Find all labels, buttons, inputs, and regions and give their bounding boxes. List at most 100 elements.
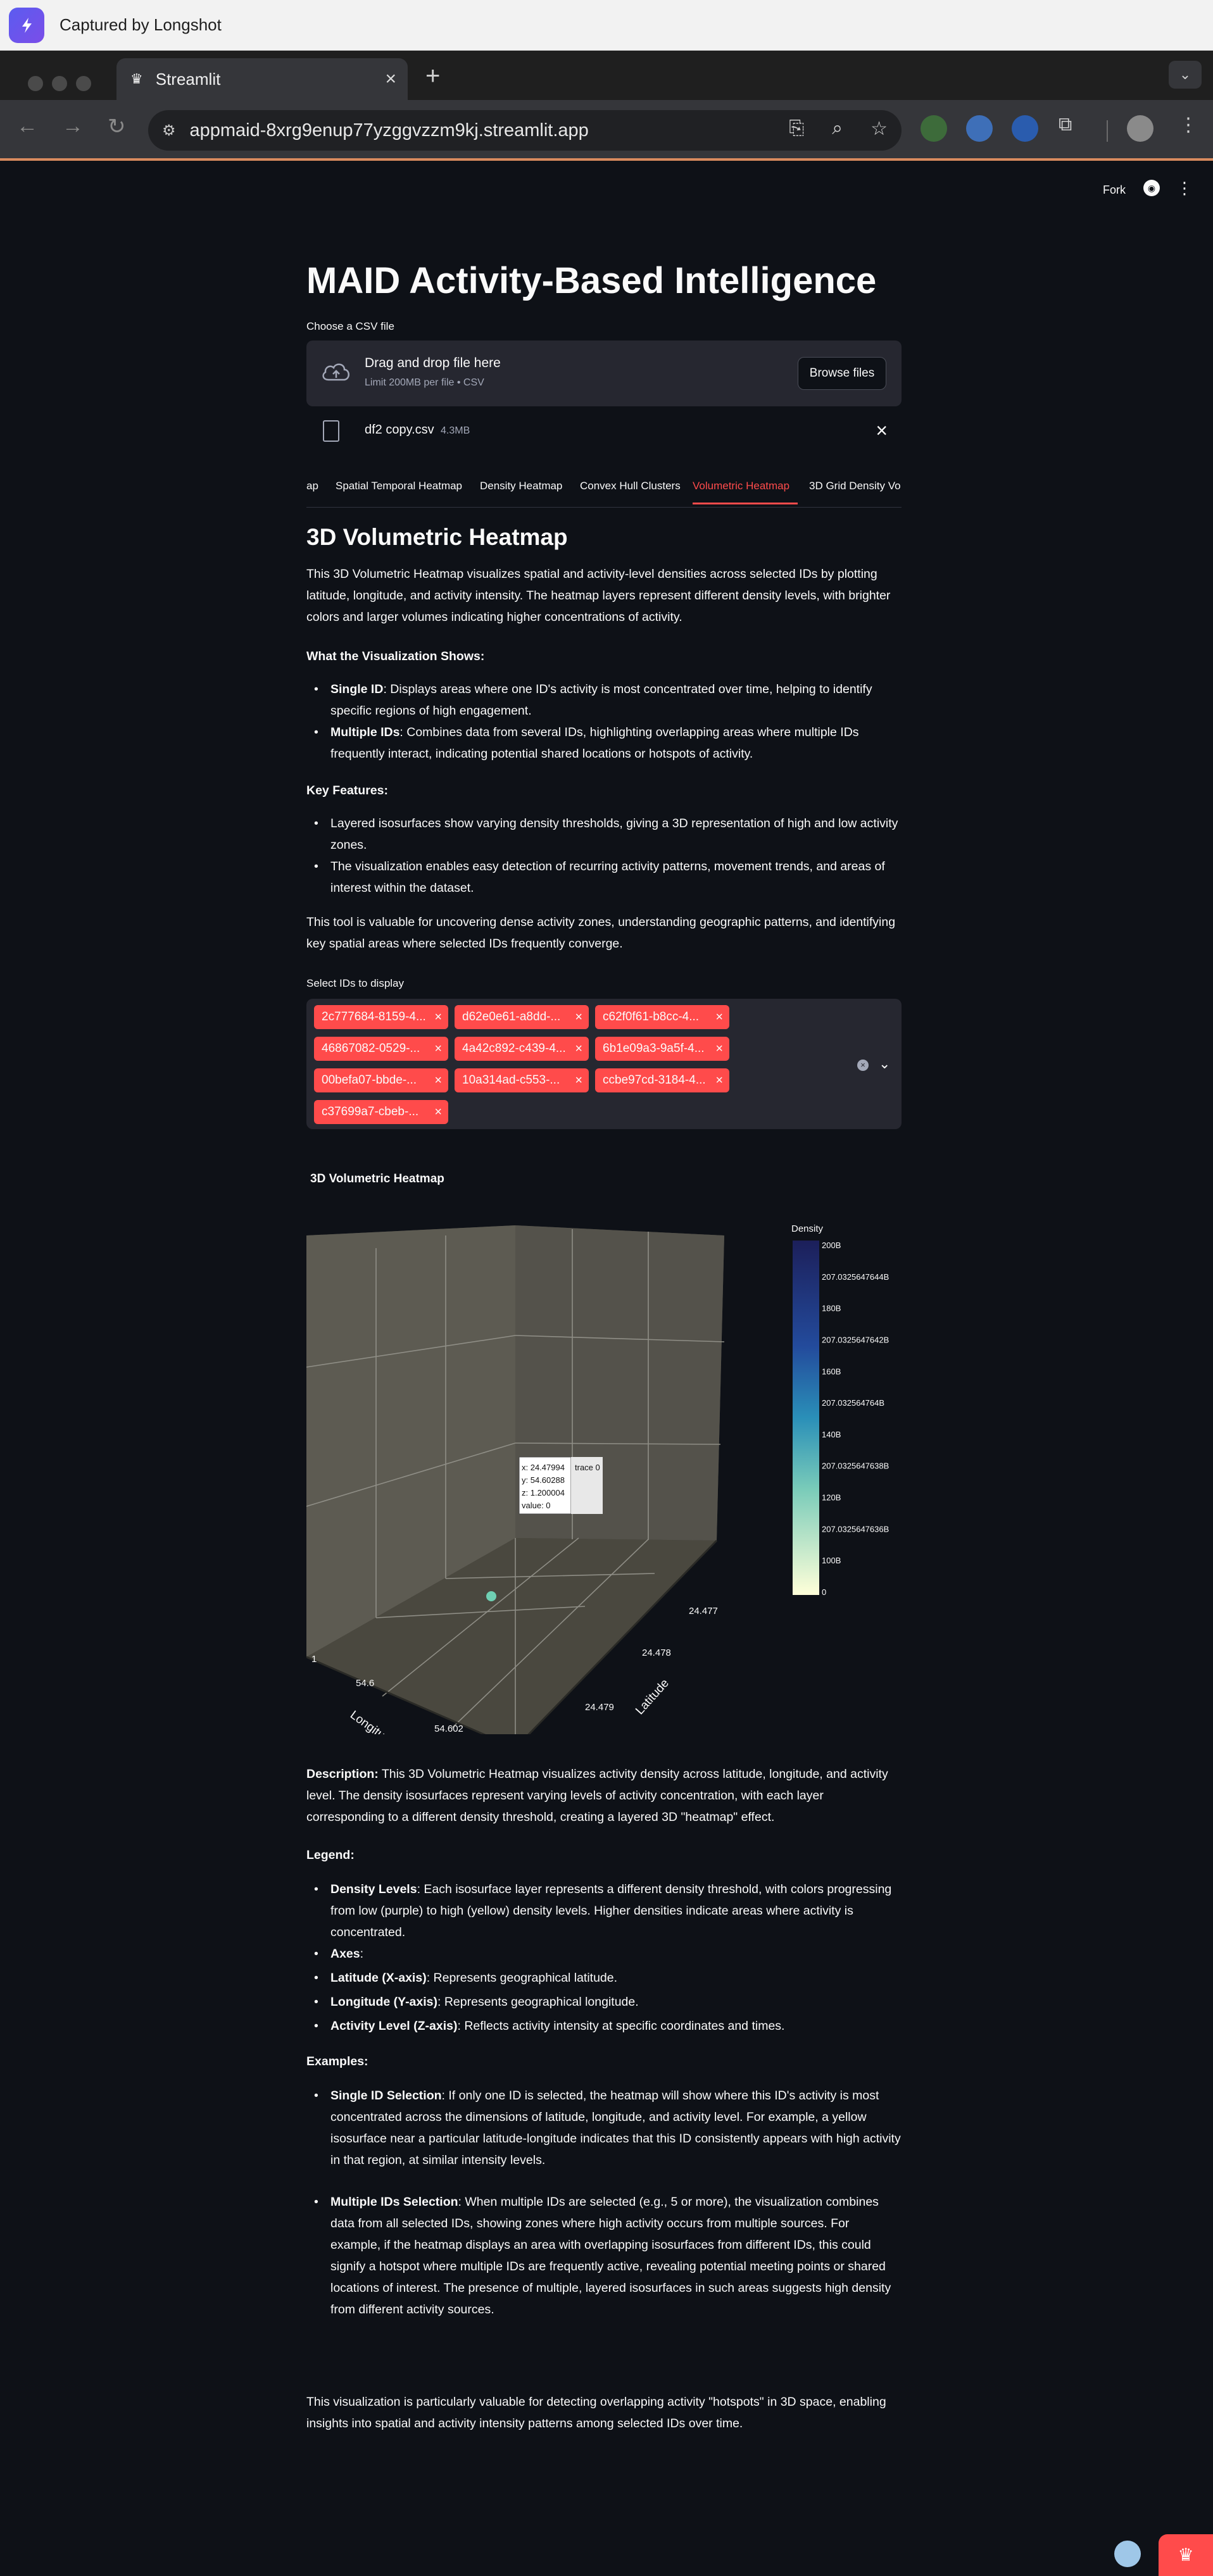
- section-title: 3D Volumetric Heatmap: [306, 524, 568, 550]
- tab-search-chevron-icon[interactable]: ⌄: [1169, 61, 1202, 89]
- url-text[interactable]: appmaid-8xrg9enup77yzggvzzm9kj.streamlit…: [189, 120, 589, 141]
- list-item-term: Single ID: [330, 682, 384, 696]
- fork-button[interactable]: Fork: [1103, 184, 1126, 196]
- dropzone-instruction: Drag and drop file here: [365, 356, 501, 370]
- latitude-axis-title: Latitude: [633, 1677, 672, 1717]
- new-tab-icon[interactable]: +: [425, 62, 441, 90]
- selected-id-chip[interactable]: 2c777684-8159-4... ×: [314, 1005, 448, 1029]
- id-multiselect[interactable]: 2c777684-8159-4... × d62e0e61-a8dd-... × c…: [306, 999, 902, 1129]
- volumetric-heatmap-plot[interactable]: x: 24.47994 y: 54.60288 z: 1.200004 valu…: [306, 1203, 902, 1734]
- list-item: The visualization enables easy detection…: [314, 856, 902, 899]
- chip-label: c37699a7-cbeb-...: [322, 1105, 419, 1118]
- tooltip-y: y: 54.60288: [522, 1475, 565, 1485]
- colorbar-label: 207.0325647642B: [822, 1335, 889, 1344]
- list-item-text: : When multiple IDs are selected (e.g., …: [330, 2195, 891, 2317]
- tooltip-box: [519, 1456, 572, 1515]
- uploaded-file-name: df2 copy.csv: [365, 423, 434, 437]
- tab-close-icon[interactable]: ×: [385, 68, 396, 89]
- streamlit-favicon-icon: ♛: [130, 71, 143, 87]
- browser-tab[interactable]: ♛ Streamlit ×: [116, 58, 408, 100]
- selected-id-chip[interactable]: 4a42c892-c439-4... ×: [455, 1037, 589, 1061]
- list-item: Multiple IDs Selection: When multiple ID…: [314, 2191, 902, 2320]
- colorbar-label: 180B: [822, 1304, 841, 1313]
- box-edges: [306, 1539, 718, 1734]
- chip-remove-icon[interactable]: ×: [434, 1105, 442, 1119]
- site-settings-icon[interactable]: ⚙: [162, 122, 176, 139]
- chip-remove-icon[interactable]: ×: [575, 1073, 582, 1087]
- tab-spatial-temporal-heatmap[interactable]: Spatial Temporal Heatmap: [336, 480, 463, 492]
- isosurface-point[interactable]: [486, 1591, 496, 1601]
- cloud-upload-icon: [322, 363, 349, 381]
- grid-lines: [306, 1229, 725, 1734]
- zoom-icon[interactable]: ⌕: [832, 118, 843, 139]
- chip-remove-icon[interactable]: ×: [575, 1042, 582, 1056]
- list-item-text: : Represents geographical latitude.: [426, 1971, 618, 1985]
- chip-remove-icon[interactable]: ×: [715, 1042, 723, 1056]
- window-close-icon[interactable]: [28, 76, 43, 91]
- intro-paragraph: This 3D Volumetric Heatmap visualizes sp…: [306, 567, 891, 624]
- tab-volumetric-heatmap[interactable]: Volumetric Heatmap: [693, 480, 790, 492]
- chip-remove-icon[interactable]: ×: [715, 1073, 723, 1087]
- list-item-text: : Combines data from several IDs, highli…: [330, 725, 859, 761]
- list-item-term: Activity Level (Z-axis): [330, 2019, 458, 2033]
- longitude-axis-title: Longitude: [348, 1708, 398, 1734]
- address-bar[interactable]: ⚙ appmaid-8xrg9enup77yzggvzzm9kj.streaml…: [148, 110, 902, 151]
- colorbar-label: 200B: [822, 1241, 841, 1250]
- selected-id-chip[interactable]: d62e0e61-a8dd-... ×: [455, 1005, 589, 1029]
- selected-id-chip[interactable]: 46867082-0529-... ×: [314, 1037, 448, 1061]
- tab-3d-grid-density[interactable]: 3D Grid Density Vo: [809, 480, 901, 492]
- viewer-avatar[interactable]: [1114, 2541, 1141, 2567]
- list-item-text: : Displays areas where one ID's activity…: [330, 682, 872, 718]
- list-item: Single ID Selection: If only one ID is s…: [314, 2085, 902, 2171]
- legend-heading: Legend:: [306, 1848, 355, 1862]
- chip-remove-icon[interactable]: ×: [434, 1073, 442, 1087]
- file-icon: [323, 420, 339, 442]
- colorbar-label: 160B: [822, 1366, 841, 1376]
- chevron-down-icon[interactable]: ⌄: [879, 1056, 891, 1072]
- selected-id-chip[interactable]: c37699a7-cbeb-... ×: [314, 1100, 448, 1124]
- selected-id-chip[interactable]: 10a314ad-c553-... ×: [455, 1068, 589, 1092]
- selected-id-chip[interactable]: 00befa07-bbde-... ×: [314, 1068, 448, 1092]
- chip-label: 4a42c892-c439-4...: [462, 1042, 566, 1055]
- chip-label: d62e0e61-a8dd-...: [462, 1010, 561, 1023]
- browse-files-button[interactable]: Browse files: [798, 357, 886, 390]
- list-item: Latitude (X-axis): Represents geographic…: [314, 1967, 902, 1989]
- browser-toolbar: ← → ↻ ⚙ appmaid-8xrg9enup77yzggvzzm9kj.s…: [0, 100, 1213, 161]
- remove-file-icon[interactable]: ×: [876, 419, 888, 442]
- extensions-puzzle-icon[interactable]: ⧉: [1059, 114, 1072, 135]
- chip-remove-icon[interactable]: ×: [575, 1010, 582, 1024]
- bookmark-star-icon[interactable]: ☆: [870, 118, 888, 139]
- file-dropzone[interactable]: Drag and drop file here Limit 200MB per …: [306, 341, 902, 406]
- chip-remove-icon[interactable]: ×: [434, 1010, 442, 1024]
- selected-id-chip[interactable]: c62f0f61-b8cc-4... ×: [595, 1005, 729, 1029]
- browser-tab-title: Streamlit: [155, 69, 221, 89]
- tab-convex-hull-clusters[interactable]: Convex Hull Clusters: [580, 480, 681, 492]
- longshot-logo-icon: [9, 7, 44, 43]
- browser-menu-icon[interactable]: ⋮: [1179, 115, 1198, 135]
- forward-icon[interactable]: →: [62, 114, 84, 138]
- install-app-icon[interactable]: ⎘: [789, 118, 805, 139]
- extension-globe-icon[interactable]: [966, 115, 993, 142]
- tab-map[interactable]: ap: [306, 480, 318, 492]
- window-minimize-icon[interactable]: [52, 76, 67, 91]
- chip-remove-icon[interactable]: ×: [434, 1042, 442, 1056]
- reload-icon[interactable]: ↻: [108, 115, 126, 139]
- tooltip-value: value: 0: [522, 1501, 551, 1510]
- extension-shield-icon[interactable]: [1012, 115, 1038, 142]
- github-icon[interactable]: ◉: [1143, 180, 1160, 196]
- extension-tree-icon[interactable]: [921, 115, 947, 142]
- selected-id-chip[interactable]: ccbe97cd-3184-4... ×: [595, 1068, 729, 1092]
- back-icon[interactable]: ←: [16, 114, 38, 138]
- streamlit-badge-icon[interactable]: ♛: [1159, 2534, 1213, 2576]
- lat-tick: 24.478: [642, 1648, 671, 1658]
- description-term: Description:: [306, 1767, 379, 1781]
- list-item-term: Axes: [330, 1947, 360, 1961]
- clear-all-icon[interactable]: ×: [857, 1060, 869, 1071]
- tab-density-heatmap[interactable]: Density Heatmap: [480, 480, 563, 492]
- window-zoom-icon[interactable]: [76, 76, 91, 91]
- uploaded-file-size: 4.3MB: [441, 425, 470, 436]
- app-menu-icon[interactable]: ⋮: [1176, 178, 1193, 197]
- profile-avatar[interactable]: [1127, 115, 1153, 142]
- chip-remove-icon[interactable]: ×: [715, 1010, 723, 1024]
- selected-id-chip[interactable]: 6b1e09a3-9a5f-4... ×: [595, 1037, 729, 1061]
